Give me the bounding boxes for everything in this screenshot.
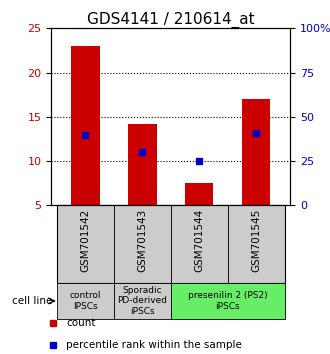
Text: presenilin 2 (PS2)
iPSCs: presenilin 2 (PS2) iPSCs bbox=[188, 291, 268, 310]
Text: control
IPSCs: control IPSCs bbox=[70, 291, 101, 310]
Bar bbox=[242, 99, 271, 205]
Text: Sporadic
PD-derived
iPSCs: Sporadic PD-derived iPSCs bbox=[117, 286, 167, 316]
Title: GDS4141 / 210614_at: GDS4141 / 210614_at bbox=[87, 12, 254, 28]
Text: cell line: cell line bbox=[12, 296, 52, 306]
Text: GSM701542: GSM701542 bbox=[80, 209, 90, 273]
Text: GSM701543: GSM701543 bbox=[137, 209, 147, 273]
Bar bbox=[228, 205, 285, 283]
Bar bbox=[114, 283, 171, 319]
Bar bbox=[57, 205, 114, 283]
Bar bbox=[171, 205, 228, 283]
Bar bbox=[128, 124, 156, 205]
Text: percentile rank within the sample: percentile rank within the sample bbox=[66, 339, 242, 350]
Bar bbox=[171, 283, 285, 319]
Text: GSM701544: GSM701544 bbox=[194, 209, 204, 273]
Text: GSM701545: GSM701545 bbox=[251, 209, 261, 273]
Bar bbox=[114, 205, 171, 283]
Bar bbox=[57, 283, 114, 319]
Bar bbox=[185, 183, 214, 205]
Bar bbox=[71, 46, 100, 205]
Text: count: count bbox=[66, 318, 95, 329]
